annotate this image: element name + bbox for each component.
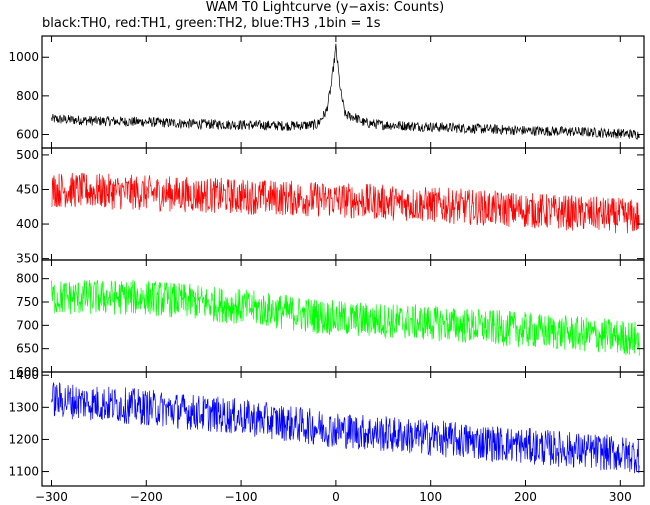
- y-tick-label: 600: [16, 127, 39, 141]
- y-tick-label: 450: [16, 182, 39, 196]
- series-line-th1: [51, 172, 640, 234]
- y-tick-label: 700: [16, 318, 39, 332]
- y-tick-label: 1100: [8, 465, 39, 479]
- y-tick-label: 350: [16, 252, 39, 266]
- y-tick-label: 1000: [8, 50, 39, 64]
- x-tick-label: −200: [130, 490, 163, 504]
- y-tick-label: 1200: [8, 432, 39, 446]
- x-tick-label: −100: [225, 490, 258, 504]
- y-tick-label: 750: [16, 295, 39, 309]
- y-tick-label: 600: [16, 365, 39, 379]
- y-tick-label: 650: [16, 342, 39, 356]
- chart-subtitle: black:TH0, red:TH1, green:TH2, blue:TH3 …: [42, 16, 381, 31]
- x-tick-label: −300: [35, 490, 68, 504]
- chart-title: WAM T0 Lightcurve (y−axis: Counts): [205, 0, 445, 15]
- series-line-th2: [51, 279, 640, 356]
- y-tick-label: 1400: [8, 368, 39, 382]
- x-tick-label: 300: [609, 490, 632, 504]
- y-tick-label: 800: [16, 272, 39, 286]
- series-line-th0: [51, 43, 640, 140]
- y-tick-label: 800: [16, 89, 39, 103]
- series-line-th3: [51, 381, 640, 474]
- x-tick-label: 0: [332, 490, 340, 504]
- x-tick-label: 100: [419, 490, 442, 504]
- y-tick-label: 1300: [8, 400, 39, 414]
- panel-frame-th3: [41, 371, 645, 487]
- panel-frame-th2: [41, 259, 645, 373]
- y-tick-label: 500: [16, 148, 39, 162]
- y-tick-label: 400: [16, 217, 39, 231]
- x-tick-label: 200: [514, 490, 537, 504]
